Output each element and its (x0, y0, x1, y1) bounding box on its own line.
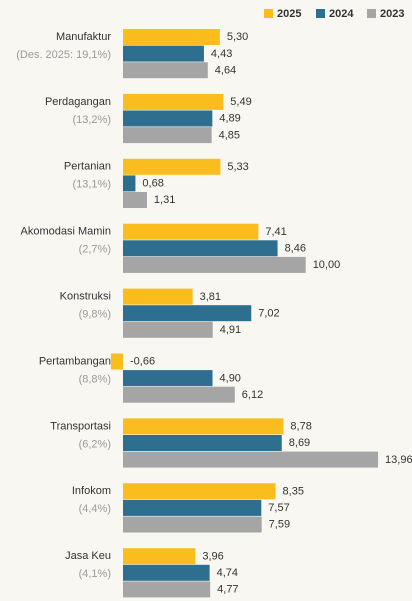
bar (123, 499, 262, 516)
value-label: 3,81 (200, 291, 221, 303)
category-note: (4,1%) (79, 568, 111, 580)
bar (123, 175, 136, 192)
value-label: 4,90 (220, 372, 241, 384)
legend-swatch (264, 9, 273, 18)
value-label: 5,30 (227, 31, 248, 43)
category-label: Akomodasi Mamin (21, 226, 111, 238)
bar (123, 321, 213, 338)
bar (123, 451, 379, 468)
category-note: (9,8%) (79, 309, 111, 321)
value-label: 8,35 (283, 486, 304, 498)
bar (123, 158, 221, 175)
bar (123, 45, 204, 62)
category-label: Jasa Keu (65, 550, 111, 562)
category-note: (Des. 2025: 19,1%) (16, 49, 111, 61)
value-label: 7,41 (265, 226, 286, 238)
bar (123, 581, 211, 598)
value-label: 10,00 (313, 259, 341, 271)
value-label: 4,43 (211, 48, 232, 60)
value-label: 13,96 (385, 454, 412, 466)
value-label: 1,31 (154, 194, 175, 206)
bar (123, 418, 284, 435)
legend-label: 2025 (277, 8, 301, 20)
bar (123, 29, 220, 45)
value-label: 8,69 (289, 437, 310, 449)
bar (110, 353, 123, 370)
category-note: (2,7%) (79, 244, 111, 256)
value-label: 3,96 (202, 550, 223, 562)
value-label: 8,46 (285, 243, 306, 255)
category-note: (4,4%) (79, 503, 111, 515)
bar (123, 435, 282, 451)
bar (123, 386, 235, 403)
value-label: 4,77 (217, 584, 238, 596)
category-note: (13,2%) (72, 114, 111, 126)
category-label: Transportasi (50, 420, 111, 432)
bar (123, 127, 212, 144)
category-label: Infokom (72, 485, 111, 497)
value-label: 7,59 (269, 519, 290, 531)
value-label: 8,78 (290, 421, 311, 433)
category-label: Perdagangan (45, 96, 111, 108)
bar (123, 93, 224, 110)
bar (123, 548, 196, 565)
legend-label: 2023 (380, 8, 404, 20)
value-label: 4,85 (219, 129, 240, 141)
category-note: (6,2%) (79, 438, 111, 450)
value-label: -0,66 (130, 356, 155, 368)
category-label: Manufaktur (56, 31, 111, 43)
value-label: 4,91 (220, 324, 241, 336)
bar (123, 240, 278, 257)
category-label: Pertambangan (39, 355, 111, 367)
value-label: 6,12 (242, 389, 263, 401)
value-label: 0,68 (142, 178, 163, 190)
bar (123, 110, 213, 127)
value-label: 5,49 (230, 96, 251, 108)
value-label: 7,02 (258, 307, 279, 319)
bar (123, 62, 208, 79)
legend-label: 2024 (329, 8, 354, 20)
bar (123, 516, 262, 533)
bar (123, 564, 210, 581)
bar (123, 483, 276, 500)
legend-swatch (316, 9, 325, 18)
bar (123, 192, 147, 208)
category-note: (8,8%) (79, 373, 111, 385)
legend-swatch (367, 9, 376, 18)
value-label: 4,89 (219, 113, 240, 125)
value-label: 7,57 (268, 502, 289, 514)
value-label: 5,33 (227, 161, 248, 173)
category-label: Pertanian (64, 161, 111, 173)
bar (123, 223, 259, 240)
category-label: Konstruksi (60, 291, 111, 303)
category-note: (13,1%) (72, 179, 111, 191)
bar (123, 256, 306, 273)
bar (123, 305, 252, 322)
bar (123, 370, 213, 387)
value-label: 4,64 (215, 64, 236, 76)
value-label: 4,74 (217, 567, 238, 579)
bar (123, 288, 193, 305)
